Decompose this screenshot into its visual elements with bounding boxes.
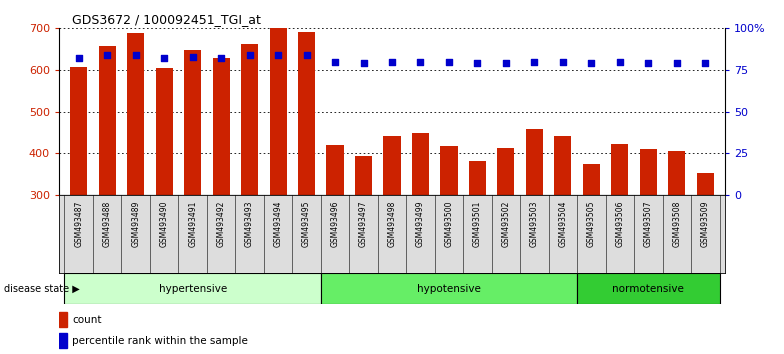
Point — [499, 61, 512, 66]
Bar — [441, 145, 458, 195]
Point — [528, 59, 541, 64]
Bar — [59, 333, 67, 348]
Text: GDS3672 / 100092451_TGI_at: GDS3672 / 100092451_TGI_at — [72, 13, 261, 26]
Point — [158, 56, 170, 61]
Point — [187, 54, 199, 59]
Bar — [298, 33, 315, 195]
Point — [358, 61, 370, 66]
Bar — [321, 273, 577, 304]
Text: normotensive: normotensive — [612, 284, 684, 293]
Text: GSM493487: GSM493487 — [74, 201, 83, 247]
Bar — [583, 164, 600, 195]
Bar — [668, 151, 685, 195]
Text: GSM493491: GSM493491 — [188, 201, 197, 247]
Point — [215, 56, 227, 61]
Point — [243, 52, 256, 58]
Point — [670, 61, 683, 66]
Text: GSM493501: GSM493501 — [473, 201, 482, 247]
Bar — [99, 46, 116, 195]
Bar — [355, 156, 372, 195]
Text: GSM493498: GSM493498 — [387, 201, 397, 247]
Text: GSM493490: GSM493490 — [160, 201, 169, 247]
Bar — [127, 33, 144, 195]
Bar — [71, 67, 87, 195]
Point — [272, 52, 285, 58]
Bar — [612, 144, 628, 195]
Bar — [64, 273, 321, 304]
Text: GSM493509: GSM493509 — [701, 201, 710, 247]
Point — [443, 59, 456, 64]
Point — [386, 59, 398, 64]
Bar — [577, 273, 720, 304]
Text: GSM493488: GSM493488 — [103, 201, 111, 247]
Text: hypotensive: hypotensive — [417, 284, 481, 293]
Text: GSM493504: GSM493504 — [558, 201, 568, 247]
Point — [642, 61, 655, 66]
Text: GSM493502: GSM493502 — [502, 201, 510, 247]
Text: GSM493497: GSM493497 — [359, 201, 368, 247]
Point — [614, 59, 626, 64]
Bar — [270, 28, 287, 195]
Text: percentile rank within the sample: percentile rank within the sample — [72, 336, 248, 346]
Text: GSM493494: GSM493494 — [274, 201, 282, 247]
Bar — [241, 44, 258, 195]
Point — [129, 52, 142, 58]
Bar — [526, 129, 543, 195]
Text: GSM493500: GSM493500 — [445, 201, 453, 247]
Text: GSM493508: GSM493508 — [673, 201, 681, 247]
Text: GSM493506: GSM493506 — [615, 201, 624, 247]
Text: GSM493505: GSM493505 — [587, 201, 596, 247]
Bar — [383, 137, 401, 195]
Bar — [184, 50, 201, 195]
Bar — [697, 173, 713, 195]
Text: GSM493499: GSM493499 — [416, 201, 425, 247]
Point — [471, 61, 484, 66]
Text: GSM493493: GSM493493 — [245, 201, 254, 247]
Text: GSM493507: GSM493507 — [644, 201, 653, 247]
Text: disease state ▶: disease state ▶ — [4, 284, 80, 293]
Text: hypertensive: hypertensive — [158, 284, 227, 293]
Text: GSM493503: GSM493503 — [530, 201, 539, 247]
Bar — [640, 149, 657, 195]
Point — [101, 52, 114, 58]
Point — [699, 61, 712, 66]
Text: count: count — [72, 315, 102, 325]
Bar — [326, 145, 343, 195]
Text: GSM493495: GSM493495 — [302, 201, 311, 247]
Point — [585, 61, 597, 66]
Text: GSM493489: GSM493489 — [131, 201, 140, 247]
Bar — [554, 137, 572, 195]
Point — [72, 56, 85, 61]
Bar — [412, 133, 429, 195]
Point — [557, 59, 569, 64]
Point — [414, 59, 426, 64]
Bar — [469, 161, 486, 195]
Bar — [497, 148, 514, 195]
Text: GSM493492: GSM493492 — [216, 201, 226, 247]
Bar — [212, 58, 230, 195]
Point — [328, 59, 341, 64]
Text: GSM493496: GSM493496 — [331, 201, 339, 247]
Bar — [156, 68, 172, 195]
Bar — [59, 312, 67, 327]
Point — [300, 52, 313, 58]
